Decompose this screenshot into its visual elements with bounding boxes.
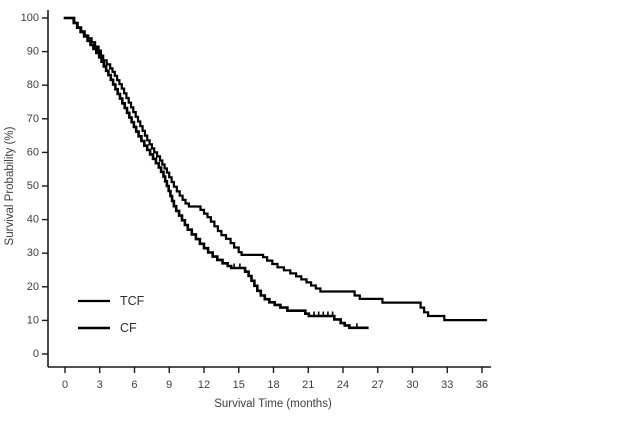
y-tick-label: 80 xyxy=(27,79,39,91)
legend-label-cf: CF xyxy=(120,321,137,335)
x-tick-label: 9 xyxy=(166,379,172,391)
x-tick-label: 3 xyxy=(97,379,103,391)
y-tick-label: 70 xyxy=(27,113,39,125)
x-tick-label: 12 xyxy=(198,379,210,391)
censor-marks xyxy=(233,263,358,329)
y-tick-label: 60 xyxy=(27,146,39,158)
curve-tcf xyxy=(63,16,488,322)
y-axis-title: Survival Probability (%) xyxy=(4,126,16,245)
x-tick-label: 15 xyxy=(233,379,245,391)
x-tick-label: 27 xyxy=(372,379,384,391)
x-tick-label: 0 xyxy=(62,379,68,391)
x-tick-label: 21 xyxy=(302,379,314,391)
curve-cf xyxy=(63,16,369,330)
x-tick-label: 36 xyxy=(476,379,488,391)
x-tick-label: 33 xyxy=(441,379,453,391)
y-tick-label: 40 xyxy=(27,214,39,226)
y-tick-label: 10 xyxy=(27,314,39,326)
x-axis-title: Survival Time (months) xyxy=(214,398,332,410)
y-tick-label: 0 xyxy=(33,348,39,360)
survival-curves xyxy=(63,16,488,330)
y-tick-label: 90 xyxy=(27,46,39,58)
x-tick-label: 30 xyxy=(406,379,418,391)
x-tick-label: 18 xyxy=(267,379,279,391)
legend: TCF CF xyxy=(78,294,145,335)
x-tick-label: 6 xyxy=(131,379,137,391)
y-tick-label: 30 xyxy=(27,247,39,259)
y-tick-label: 20 xyxy=(27,281,39,293)
x-tick-label: 24 xyxy=(337,379,349,391)
legend-label-tcf: TCF xyxy=(120,294,145,308)
y-tick-label: 100 xyxy=(21,12,39,24)
y-tick-label: 50 xyxy=(27,180,39,192)
